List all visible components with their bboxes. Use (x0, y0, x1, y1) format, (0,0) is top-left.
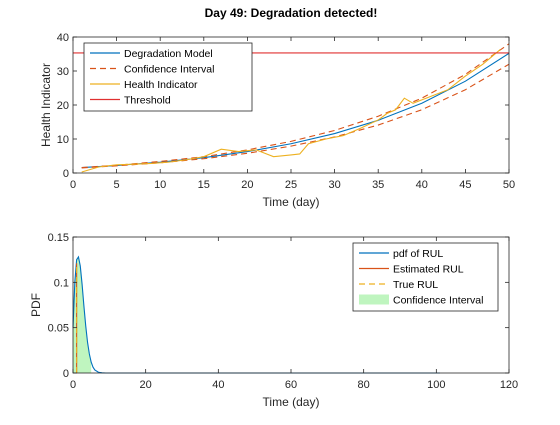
x-tick-label: 35 (372, 179, 384, 191)
legend-label: pdf of RUL (393, 248, 443, 260)
y-tick-label: 0.15 (48, 232, 69, 244)
legend-label: Confidence Interval (124, 64, 214, 76)
bottom-legend: pdf of RUL Estimated RUL True RUL Confidenc… (353, 243, 498, 311)
y-tick-label: 40 (57, 32, 69, 44)
x-tick-label: 25 (285, 179, 297, 191)
x-tick-label: 20 (241, 179, 253, 191)
x-tick-label: 10 (154, 179, 166, 191)
y-tick-label: 0 (63, 368, 69, 380)
legend-label: Threshold (124, 95, 171, 107)
x-tick-label: 100 (427, 379, 445, 391)
x-tick-label: 15 (198, 179, 210, 191)
bottom-y-axis-label: PDF (29, 293, 43, 317)
y-tick-label: 0 (63, 168, 69, 180)
x-tick-label: 40 (212, 379, 224, 391)
top-legend: Degradation Model Confidence Interval Heal… (84, 43, 252, 111)
x-tick-label: 30 (328, 179, 340, 191)
y-tick-label: 10 (57, 134, 69, 146)
axes-health-indicator: 0 5 10 15 20 25 30 35 40 45 50 0 10 20 30 40 Time (day)… (39, 32, 515, 209)
legend-label: Confidence Interval (393, 295, 483, 307)
x-tick-label: 80 (358, 379, 370, 391)
y-tick-label: 0.05 (48, 323, 69, 335)
x-tick-label: 45 (459, 179, 471, 191)
y-tick-label: 20 (57, 100, 69, 112)
legend-label: Degradation Model (124, 48, 213, 60)
legend-label: Estimated RUL (393, 264, 464, 276)
x-tick-label: 5 (114, 179, 120, 191)
x-tick-label: 40 (416, 179, 428, 191)
figure-title: Day 49: Degradation detected! (205, 6, 378, 20)
x-tick-label: 0 (70, 379, 76, 391)
top-x-axis-label: Time (day) (263, 195, 320, 209)
bottom-x-axis-label: Time (day) (263, 395, 320, 409)
x-tick-label: 0 (70, 179, 76, 191)
y-tick-label: 0.1 (54, 277, 69, 289)
legend-label: Health Indicator (124, 79, 198, 91)
x-tick-label: 50 (503, 179, 515, 191)
x-tick-label: 20 (140, 379, 152, 391)
x-tick-label: 120 (500, 379, 518, 391)
legend-label: True RUL (393, 279, 438, 291)
legend-swatch-confidence-interval (359, 295, 389, 305)
x-tick-label: 60 (285, 379, 297, 391)
top-y-axis-label: Health Indicator (39, 63, 53, 147)
y-tick-label: 30 (57, 66, 69, 78)
axes-rul-pdf: 0 20 40 60 80 100 120 0 0.05 0.1 0.15 Time (day) P… (29, 232, 518, 409)
